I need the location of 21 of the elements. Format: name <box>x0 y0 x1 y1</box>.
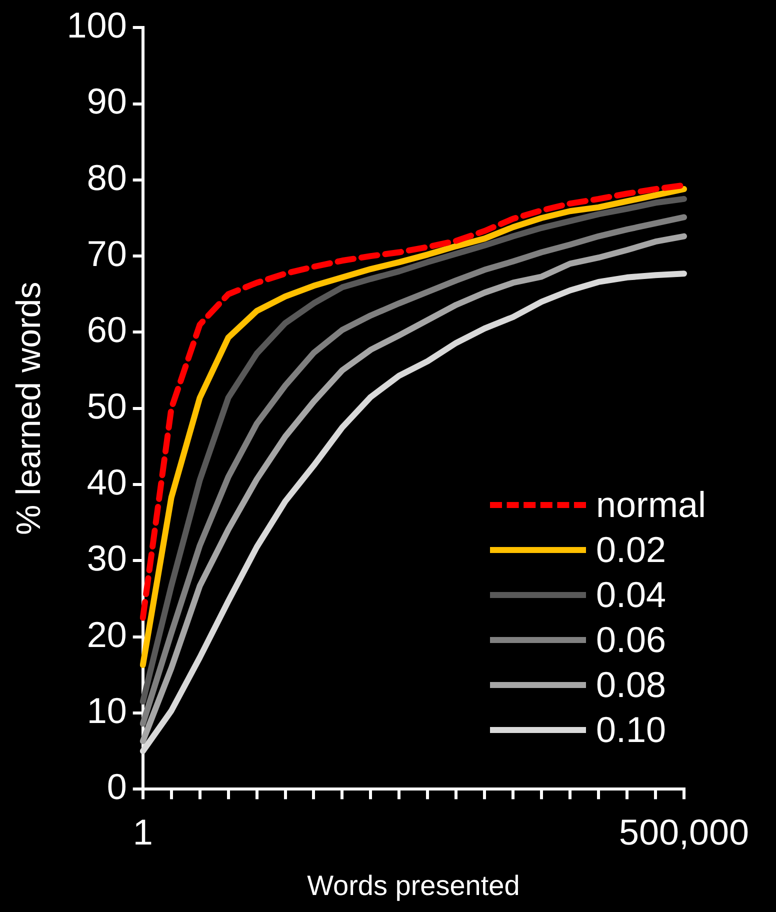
y-axis-title: % learned words <box>10 282 48 536</box>
y-tick-label: 70 <box>86 233 127 274</box>
legend-label: 0.08 <box>596 663 666 707</box>
x-tick-label: 1 <box>132 812 153 853</box>
legend-label: 0.02 <box>596 528 666 572</box>
legend-label: 0.06 <box>596 618 666 662</box>
legend-label: 0.10 <box>596 708 666 752</box>
y-tick-label: 0 <box>106 766 127 808</box>
y-tick-label: 30 <box>86 538 127 579</box>
y-tick-label: 80 <box>86 156 127 198</box>
y-tick-label: 50 <box>86 385 127 426</box>
x-tick-label: 500,000 <box>618 812 750 853</box>
legend-label: normal <box>596 483 706 527</box>
y-tick-label: 90 <box>86 80 127 122</box>
y-tick-label: 40 <box>86 461 127 502</box>
legend-label: 0.04 <box>596 573 666 617</box>
y-tick-label: 100 <box>66 4 127 46</box>
x-axis-title: Words presented <box>307 870 520 901</box>
y-tick-label: 60 <box>86 309 127 350</box>
y-tick-label: 10 <box>86 690 127 731</box>
y-tick-label: 20 <box>86 614 127 655</box>
